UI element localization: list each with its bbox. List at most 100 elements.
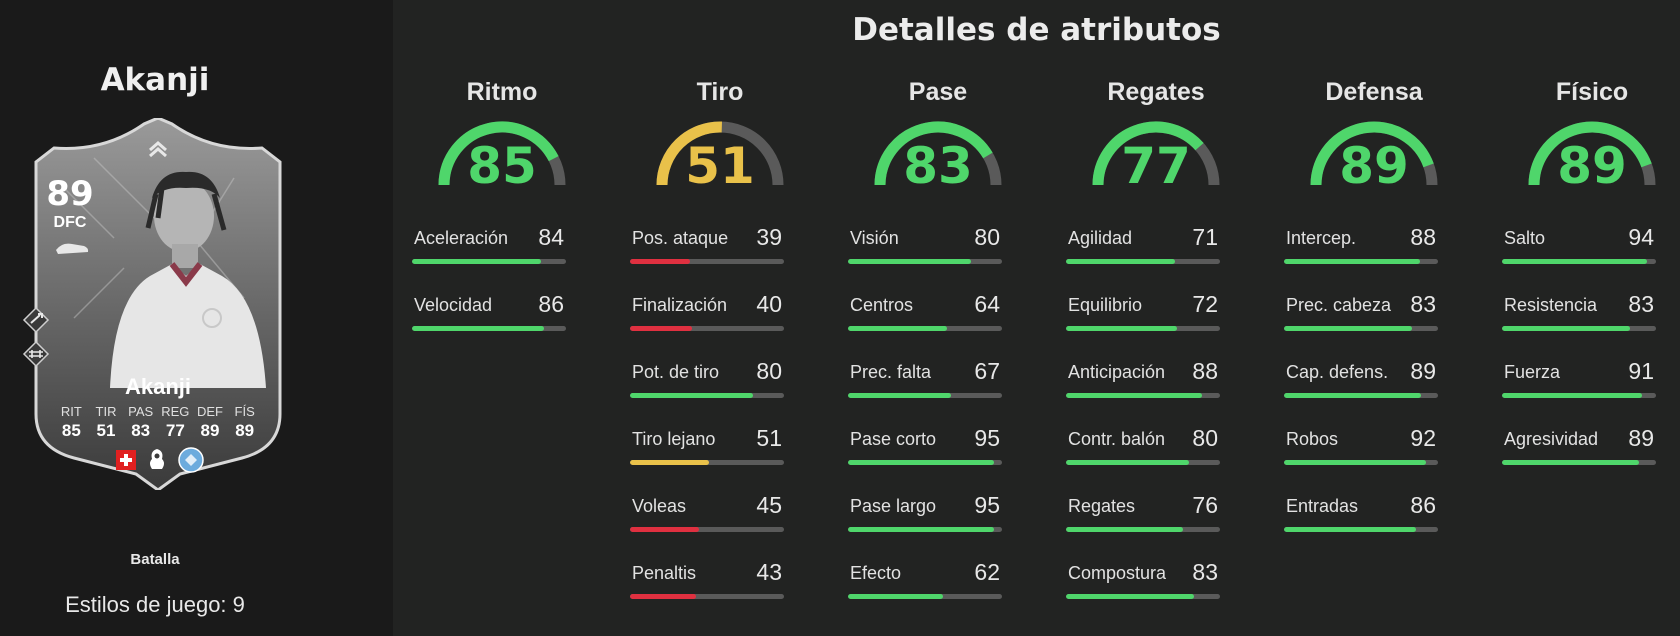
stat-bar-fill bbox=[630, 594, 697, 599]
stat-label: Prec. cabeza bbox=[1286, 295, 1392, 315]
card-stat-label: DEF bbox=[196, 404, 223, 419]
player-image bbox=[110, 171, 266, 388]
gauge-fill bbox=[438, 121, 559, 186]
stat-row: Centros 64 bbox=[848, 291, 1002, 335]
stat-value: 91 bbox=[1628, 358, 1654, 384]
stat-bar bbox=[630, 460, 784, 465]
category-title: Pase bbox=[908, 78, 968, 106]
stat-label: Penaltis bbox=[632, 563, 697, 583]
stat-bar-fill bbox=[1066, 259, 1176, 264]
stat-bar-fill bbox=[1066, 594, 1194, 599]
category-value: 85 bbox=[467, 137, 537, 195]
category-gauge: 89 bbox=[1308, 119, 1440, 195]
stat-label: Efecto bbox=[850, 563, 902, 583]
manchester-city-crest-icon bbox=[178, 447, 204, 473]
stat-label: Prec. falta bbox=[850, 362, 932, 382]
stat-row: Agilidad 71 bbox=[1066, 224, 1220, 268]
gauge-fill bbox=[874, 121, 993, 186]
stat-row: Fuerza 91 bbox=[1502, 358, 1656, 402]
category-3: Regates 77 Agilidad 71 Equilibrio 72 Anticipac… bbox=[1066, 78, 1246, 599]
stat-value: 62 bbox=[974, 559, 1000, 585]
stat-row: Pase corto 95 bbox=[848, 425, 1002, 469]
chevron-up-icon bbox=[149, 141, 167, 158]
stat-row: Compostura 83 bbox=[1066, 559, 1220, 603]
stat-bar bbox=[630, 393, 784, 398]
stat-value: 86 bbox=[538, 291, 564, 317]
card-stat-value: 85 bbox=[61, 421, 81, 440]
stat-row: Agresividad 89 bbox=[1502, 425, 1656, 469]
premier-league-icon bbox=[150, 449, 164, 469]
stat-bar-fill bbox=[1502, 460, 1640, 465]
stat-bar bbox=[1502, 326, 1656, 331]
stat-label: Velocidad bbox=[414, 295, 493, 315]
playstyles-count[interactable]: Estilos de juego: 9 bbox=[65, 592, 245, 617]
stat-bar bbox=[1284, 259, 1438, 264]
stat-value: 88 bbox=[1192, 358, 1218, 384]
player-card[interactable]: 89 DFC Akanji RIT TIR PAS REG DEF FÍS 85… bbox=[34, 118, 282, 490]
stat-bar-fill bbox=[1066, 460, 1190, 465]
stat-bar-fill bbox=[1066, 326, 1177, 331]
card-stat-value: 51 bbox=[96, 421, 116, 440]
stat-row: Finalización 40 bbox=[630, 291, 784, 335]
gauge-arc bbox=[1528, 121, 1656, 186]
stat-label: Agresividad bbox=[1504, 429, 1599, 449]
stat-bar bbox=[1066, 460, 1220, 465]
category-title: Físico bbox=[1555, 78, 1629, 106]
stat-bar-fill bbox=[1284, 460, 1426, 465]
category-0: Ritmo 85 Aceleración 84 Velocidad 86 bbox=[412, 78, 592, 331]
stat-bar bbox=[848, 594, 1002, 599]
stat-bar-fill bbox=[1502, 259, 1647, 264]
stat-bar-fill bbox=[848, 594, 944, 599]
category-title: Tiro bbox=[696, 78, 744, 106]
stat-bar-fill bbox=[848, 326, 947, 331]
stat-bar-fill bbox=[848, 393, 952, 398]
category-value: 89 bbox=[1339, 137, 1409, 195]
stat-bar bbox=[1502, 460, 1656, 465]
stat-value: 80 bbox=[974, 224, 1000, 250]
stat-bar-fill bbox=[1284, 326, 1412, 331]
stat-bar bbox=[848, 460, 1002, 465]
playstyle-icon[interactable] bbox=[22, 306, 50, 334]
stat-value: 76 bbox=[1192, 492, 1218, 518]
stat-row: Prec. cabeza 83 bbox=[1284, 291, 1438, 335]
stat-row: Contr. balón 80 bbox=[1066, 425, 1220, 469]
card-position: DFC bbox=[53, 214, 87, 231]
stat-bar-fill bbox=[1284, 259, 1420, 264]
stat-value: 72 bbox=[1192, 291, 1218, 317]
stat-label: Fuerza bbox=[1504, 362, 1561, 382]
stat-bar bbox=[412, 259, 566, 264]
stat-row: Resistencia 83 bbox=[1502, 291, 1656, 335]
stat-label: Finalización bbox=[632, 295, 728, 315]
stat-bar bbox=[1066, 259, 1220, 264]
stat-value: 88 bbox=[1410, 224, 1436, 250]
stat-bar bbox=[630, 594, 784, 599]
category-title: Ritmo bbox=[466, 78, 538, 106]
stat-bar-fill bbox=[630, 460, 709, 465]
stat-bar bbox=[848, 259, 1002, 264]
card-rating: 89 bbox=[46, 174, 94, 214]
category-5: Físico 89 Salto 94 Resistencia 83 Fuerza 91 Agre… bbox=[1502, 78, 1680, 465]
stat-bar-fill bbox=[848, 259, 972, 264]
card-stat-label: FÍS bbox=[234, 404, 255, 419]
stat-value: 67 bbox=[974, 358, 1000, 384]
stat-bar bbox=[848, 527, 1002, 532]
stat-bar bbox=[1284, 460, 1438, 465]
stat-value: 83 bbox=[1628, 291, 1654, 317]
stat-value: 71 bbox=[1192, 224, 1218, 250]
stat-label: Resistencia bbox=[1504, 295, 1598, 315]
playstyle-icon[interactable] bbox=[22, 340, 50, 368]
stat-label: Equilibrio bbox=[1068, 295, 1143, 315]
card-stat-label: RIT bbox=[60, 404, 82, 419]
stat-row: Anticipación 88 bbox=[1066, 358, 1220, 402]
stat-bar bbox=[1284, 527, 1438, 532]
stat-label: Salto bbox=[1504, 228, 1546, 248]
gauge-fill bbox=[1528, 121, 1652, 186]
category-value: 83 bbox=[903, 137, 973, 195]
stat-bar-fill bbox=[848, 527, 995, 532]
stat-bar-fill bbox=[1066, 527, 1184, 532]
category-gauge: 89 bbox=[1526, 119, 1658, 195]
stat-row: Entradas 86 bbox=[1284, 492, 1438, 536]
stat-row: Salto 94 bbox=[1502, 224, 1656, 268]
stat-value: 94 bbox=[1628, 224, 1654, 250]
stat-value: 80 bbox=[756, 358, 782, 384]
